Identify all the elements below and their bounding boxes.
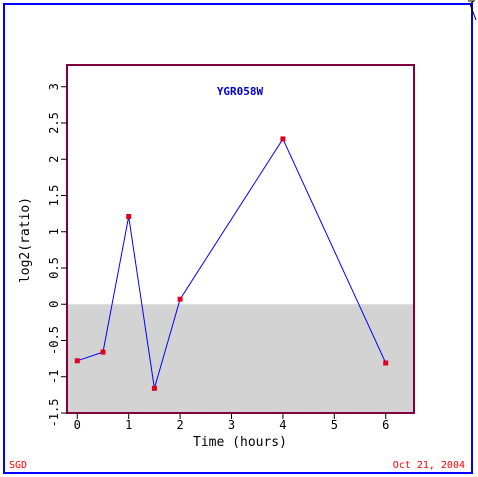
y-tick-label: 1 bbox=[47, 228, 61, 235]
x-tick-label: 4 bbox=[279, 418, 286, 432]
series-layer bbox=[74, 136, 389, 391]
y-axis-label: log2(ratio) bbox=[18, 197, 33, 283]
plot-background bbox=[67, 304, 414, 413]
negative-region bbox=[67, 304, 414, 413]
corner-mark bbox=[468, 0, 477, 21]
y-tick-label: -0.5 bbox=[47, 326, 61, 355]
x-tick-label: 0 bbox=[74, 418, 81, 432]
data-point bbox=[126, 214, 132, 220]
data-point bbox=[74, 358, 80, 364]
data-point bbox=[383, 360, 389, 366]
y-tick-label: 2.5 bbox=[47, 112, 61, 134]
x-tick-label: 1 bbox=[125, 418, 132, 432]
chart-title: YGR058W bbox=[217, 85, 264, 98]
y-tick-label: 0 bbox=[47, 301, 61, 308]
x-tick-label: 6 bbox=[382, 418, 389, 432]
x-axis-label: Time (hours) bbox=[193, 435, 287, 450]
data-point bbox=[100, 349, 106, 355]
data-point bbox=[280, 136, 286, 142]
y-tick-label: -1.5 bbox=[47, 399, 61, 428]
data-point bbox=[177, 296, 183, 302]
y-tick-label: -1 bbox=[47, 370, 61, 384]
plot-border bbox=[66, 64, 415, 414]
axes: 0 1 2 3 4 5 6 -1.5 -1 -0.5 0 0.5 1 1.5 2 2.5 3 bbox=[47, 64, 415, 432]
y-tick-label: 0.5 bbox=[47, 257, 61, 279]
page-frame bbox=[3, 3, 473, 474]
x-tick-label: 2 bbox=[176, 418, 183, 432]
footer-date: Oct 21, 2004 bbox=[392, 460, 465, 471]
y-tick-label: 3 bbox=[47, 83, 61, 90]
data-point bbox=[151, 385, 157, 391]
x-tick-label: 5 bbox=[331, 418, 338, 432]
x-tick-label: 3 bbox=[228, 418, 235, 432]
y-tick-label: 2 bbox=[47, 156, 61, 163]
footer-source: SGD bbox=[9, 460, 28, 471]
y-tick-label: 1.5 bbox=[47, 185, 61, 207]
